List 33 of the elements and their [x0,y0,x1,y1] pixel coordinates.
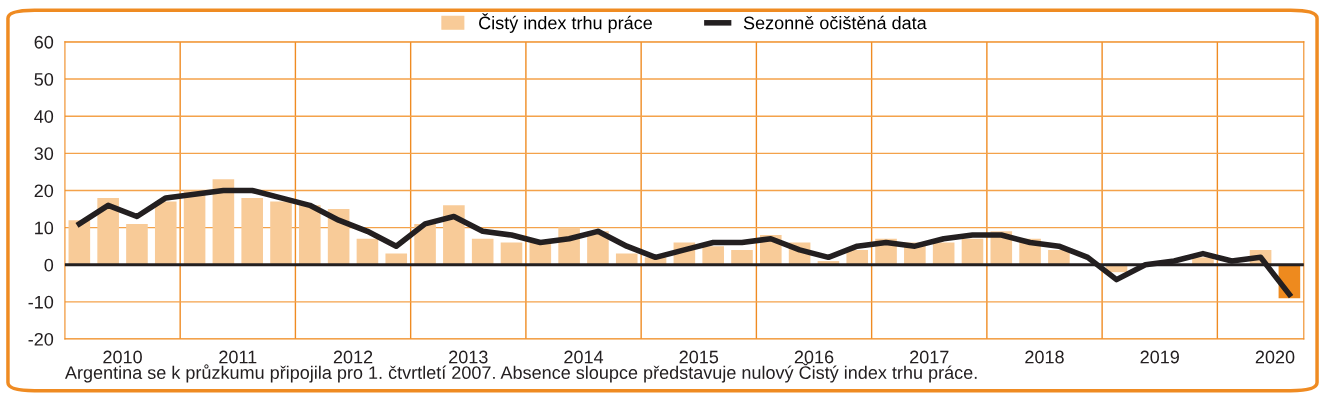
x-tick-label: 2015 [679,350,719,364]
text: Argentina se k průzkumu připojila pro 1. čtvrtletí 2007. Absence sloupce představuje nulový Čistý index trhu práce. [64,363,977,383]
bar [270,201,292,265]
bar [961,238,984,265]
legend-label: Sezonně očištěná data [743,15,927,30]
x-tick-label: 2011 [219,350,257,364]
x-tick-label: 2012 [333,350,373,364]
x-tick-label: 2019 [1140,350,1179,364]
bar [212,179,235,265]
bar [299,205,321,265]
x-tick-label: 2016 [794,350,834,364]
y-tick-label: 10 [35,221,54,235]
bar [241,197,263,265]
bar [154,201,177,265]
y-tick-label: 30 [34,147,54,161]
x-tick-label: 2017 [910,350,949,364]
y-tick-label: 20 [34,184,54,198]
legend-label: Čistý index trhu práce [479,13,652,33]
bar [471,238,494,265]
x-tick-label: 2018 [1025,350,1064,364]
x-tick-label: 2014 [564,350,604,364]
x-tick-label: 2020 [1255,350,1295,364]
y-tick-label: 60 [34,35,54,49]
bar [500,242,523,265]
x-tick-label: 2010 [103,350,142,364]
bar [126,223,148,265]
y-tick-label: -10 [28,295,54,309]
bar [356,238,379,265]
x-tick-label: 2013 [449,350,488,364]
y-tick-label: 40 [34,110,54,123]
y-tick-label: 50 [34,72,54,86]
y-tick-label: 0 [44,258,54,272]
y-tick-label: -20 [28,332,54,346]
